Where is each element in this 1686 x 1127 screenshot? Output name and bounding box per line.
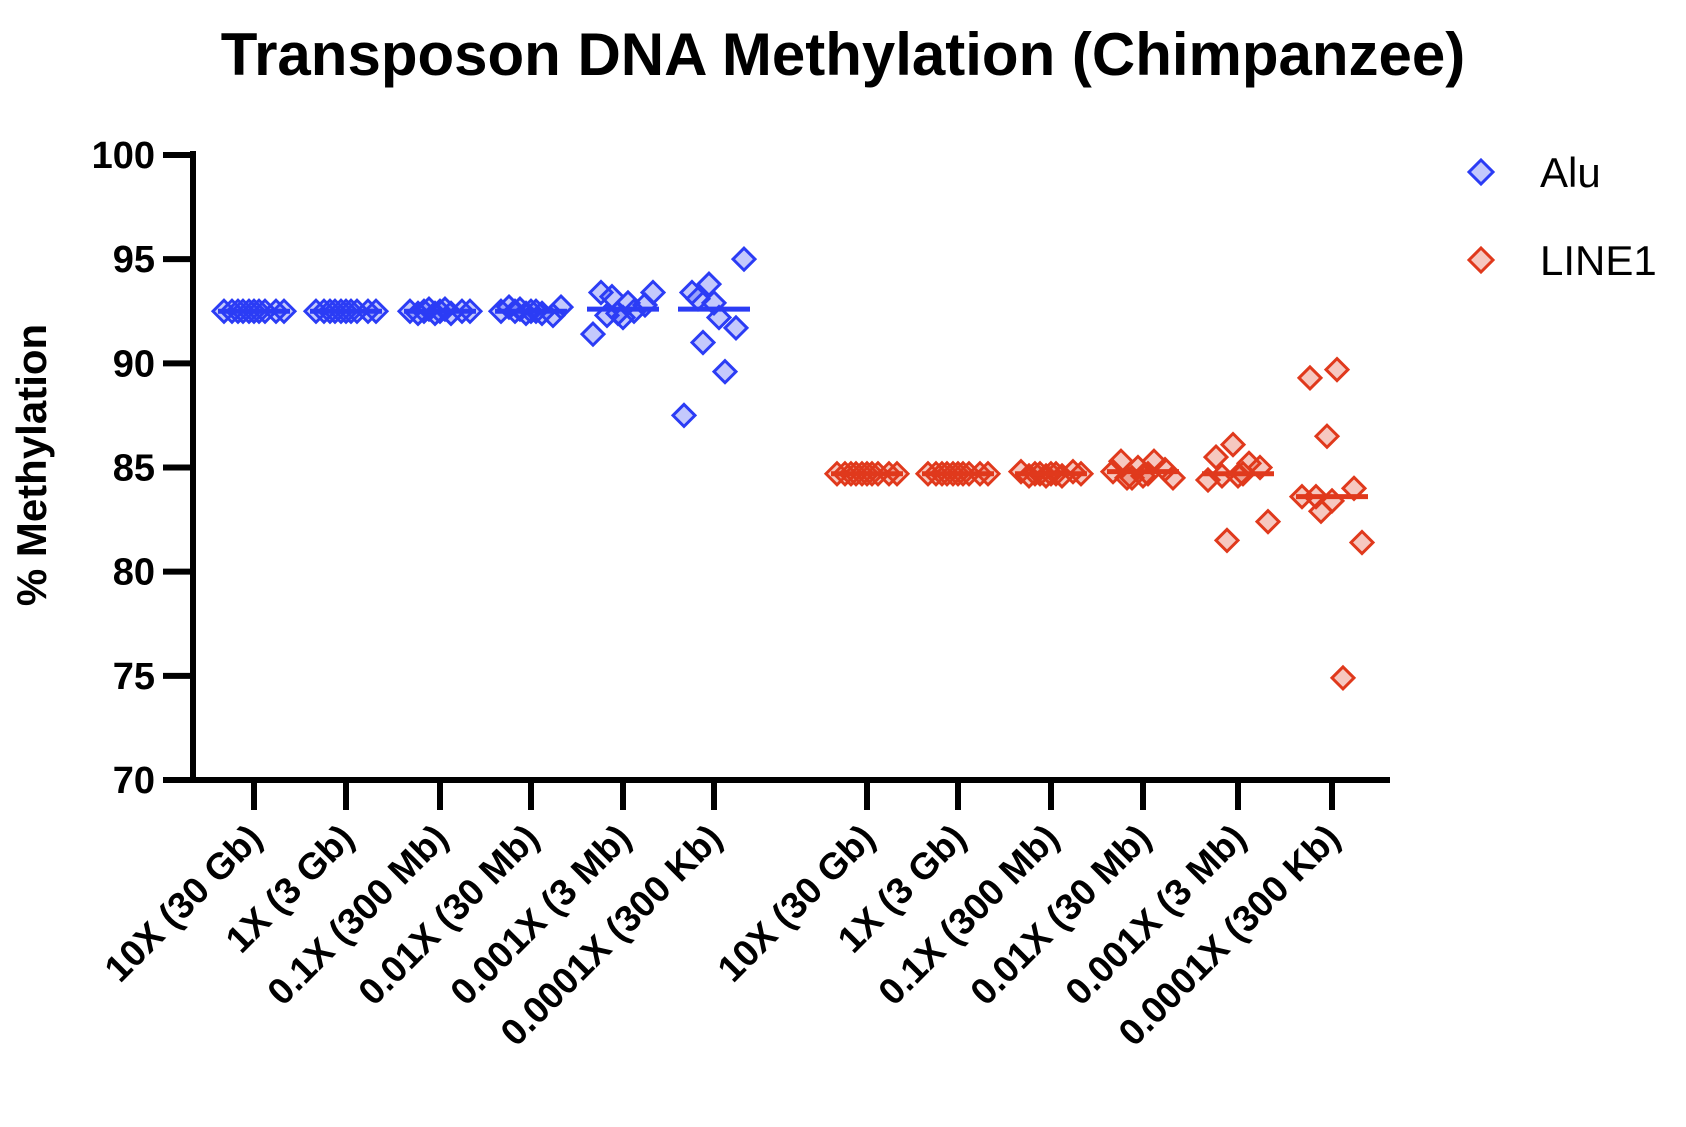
legend: Alu LINE1 bbox=[1466, 149, 1657, 284]
data-point bbox=[1219, 431, 1247, 458]
data-point bbox=[1213, 527, 1241, 554]
data-point bbox=[1323, 356, 1351, 383]
y-tick-label: 95 bbox=[113, 239, 155, 281]
data-point bbox=[1340, 475, 1368, 502]
y-tick-label: 90 bbox=[113, 343, 155, 385]
legend-label: Alu bbox=[1540, 149, 1601, 196]
y-tick-label: 85 bbox=[113, 448, 155, 490]
x-tick-label: 10X (30 Gb) bbox=[97, 817, 270, 990]
y-tick-label: 80 bbox=[113, 552, 155, 594]
data-point bbox=[1296, 364, 1324, 392]
data-point bbox=[670, 402, 698, 429]
data-point bbox=[1313, 423, 1341, 450]
data-point bbox=[1329, 664, 1357, 692]
data-point bbox=[695, 271, 723, 298]
data-point bbox=[711, 358, 739, 385]
legend-marker bbox=[1466, 245, 1496, 275]
y-tick-label: 100 bbox=[92, 135, 155, 177]
data-points bbox=[210, 246, 1376, 692]
data-point bbox=[1348, 529, 1376, 556]
data-point bbox=[689, 329, 717, 356]
legend-label: LINE1 bbox=[1540, 237, 1657, 284]
data-point bbox=[705, 304, 733, 331]
data-point bbox=[1202, 443, 1230, 471]
data-point bbox=[730, 246, 758, 273]
data-point bbox=[579, 321, 607, 348]
legend-marker bbox=[1466, 157, 1496, 187]
y-tick-label: 70 bbox=[113, 760, 155, 802]
data-point bbox=[722, 314, 750, 342]
y-tick-label: 75 bbox=[113, 656, 155, 698]
data-point bbox=[1254, 508, 1282, 535]
y-axis-label: % Methylation bbox=[8, 324, 55, 606]
x-tick-label: 10X (30 Gb) bbox=[710, 817, 883, 990]
chart-title: Transposon DNA Methylation (Chimpanzee) bbox=[221, 21, 1466, 88]
data-point bbox=[639, 279, 667, 306]
